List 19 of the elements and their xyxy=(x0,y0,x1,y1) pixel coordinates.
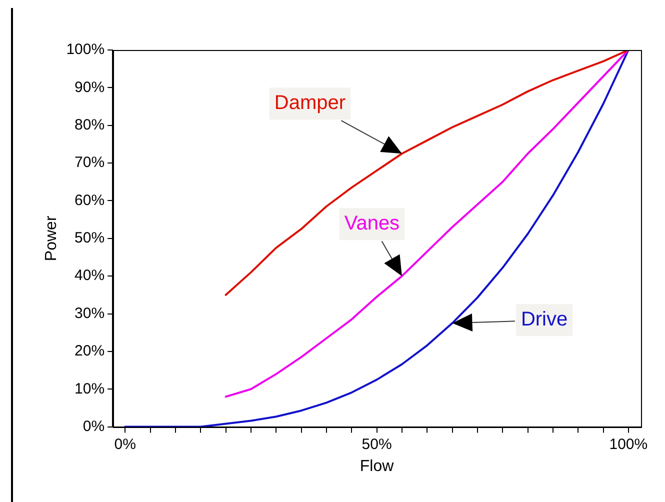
text: Damper xyxy=(274,92,346,114)
y-tick-label: 40% xyxy=(74,267,105,284)
y-tick-label: 50% xyxy=(74,230,105,247)
x-axis-title: Flow xyxy=(360,458,394,475)
y-tick-label: 60% xyxy=(74,192,105,209)
x-tick-label: 50% xyxy=(362,436,392,453)
y-tick-label: 90% xyxy=(74,78,105,96)
y-tick-label: 70% xyxy=(74,154,105,172)
y-axis-title: Power xyxy=(43,215,60,262)
series-label: Vanes xyxy=(344,212,400,235)
y-tick-label: 30% xyxy=(74,304,105,322)
y-tick-label: 10% xyxy=(74,380,105,398)
y-tick-label: 100% xyxy=(66,41,105,58)
text: Drive xyxy=(520,308,568,331)
y-tick-label: 80% xyxy=(74,116,105,134)
y-tick-label: 20% xyxy=(74,342,105,360)
x-tick-label: 0% xyxy=(114,436,136,453)
y-tick-label: 0% xyxy=(82,418,105,435)
x-tick-label: 100% xyxy=(609,436,648,453)
